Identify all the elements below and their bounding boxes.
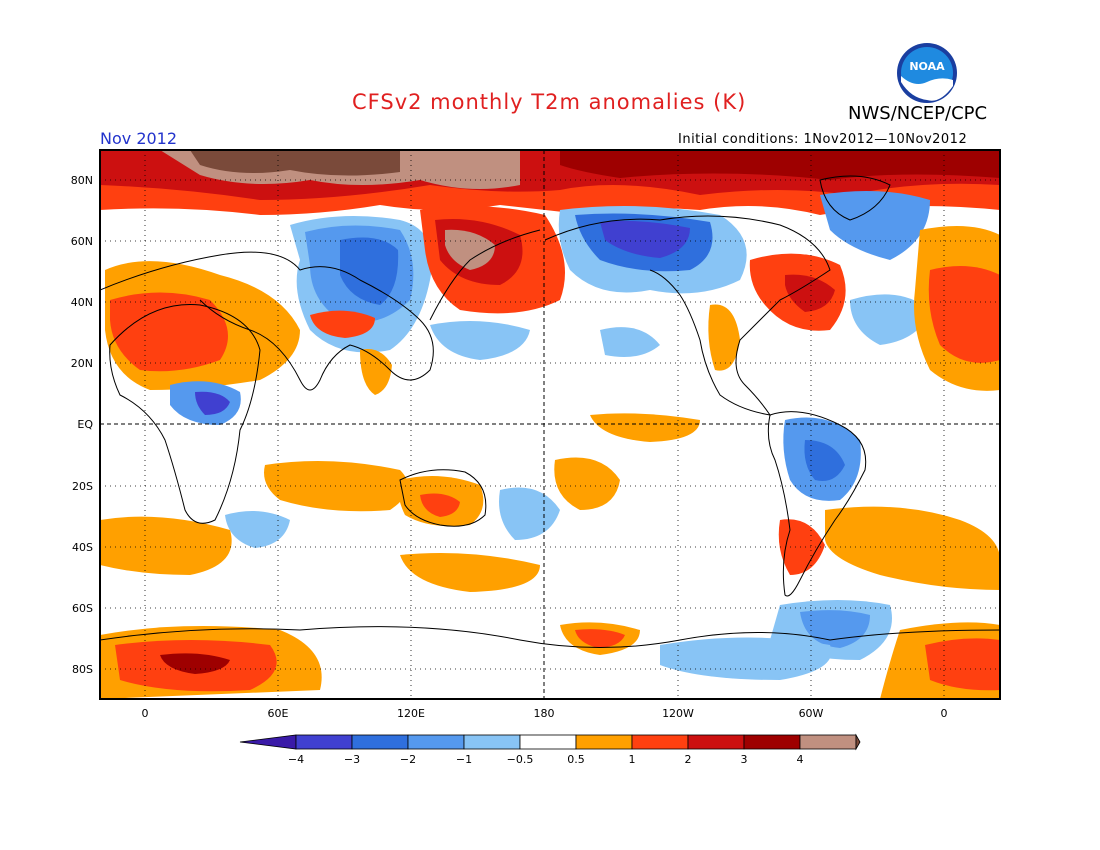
north-atlantic-cool [820, 191, 930, 260]
antarctic-warm-east-mid [925, 638, 1000, 691]
colorbar-right-arrow [855, 733, 861, 751]
colorbar-label: 3 [741, 753, 748, 766]
south-america-cool-dark [804, 440, 845, 481]
colorbar-swatch [351, 734, 409, 750]
latitude-label: 60N [71, 235, 93, 248]
east-atlantic-warm-mid [928, 266, 1000, 363]
southern-ocean-warm-west [100, 516, 232, 575]
mexico-warm [708, 304, 740, 371]
colorbar-swatch [743, 734, 801, 750]
colorbar: −4 −3 −2 −1 −0.5 0.5 1 2 3 4 [239, 733, 861, 766]
southeast-asia-warm [360, 349, 392, 395]
noaa-logo-icon: NOAA [897, 43, 957, 103]
west-pacific-cool [430, 321, 530, 360]
south-pacific-warm [554, 457, 620, 510]
africa-outline [109, 304, 261, 524]
longitude-label: 120E [397, 707, 425, 720]
colorbar-label: 4 [797, 753, 804, 766]
colorbar-label: −1 [456, 753, 472, 766]
north-atlantic-cool-2 [850, 294, 930, 345]
ross-sea-warm-mid [575, 629, 625, 648]
colorbar-label: −4 [288, 753, 304, 766]
colorbar-swatch [463, 734, 521, 750]
colorbar-swatch [407, 734, 465, 750]
north-america-outline [544, 215, 831, 416]
colorbar-swatch [575, 734, 633, 750]
east-canada-warm-dark [785, 274, 835, 312]
colorbar-swatch [687, 734, 745, 750]
coastlines [100, 175, 1000, 648]
longitude-label: 60E [268, 707, 289, 720]
latitude-label: 80S [72, 663, 93, 676]
latitude-label: 80N [71, 174, 93, 187]
south-atlantic-warm [825, 506, 1000, 590]
colorbar-swatch [295, 734, 353, 750]
colorbar-swatch [519, 734, 577, 750]
longitude-label: 0 [142, 707, 149, 720]
latitude-labels: 80N 60N 40N 20N EQ 20S 40S 60S 80S [71, 174, 94, 676]
australia-warm-mid [420, 493, 460, 517]
initial-conditions: Initial conditions: 1Nov2012—10Nov2012 [678, 132, 968, 147]
colorbar-label: −2 [400, 753, 416, 766]
australia-outline [399, 469, 487, 527]
colorbar-label: −0.5 [507, 753, 534, 766]
map-title: CFSv2 monthly T2m anomalies (K) [352, 90, 747, 114]
colorbar-swatch [799, 734, 857, 750]
colorbar-left-arrow [239, 734, 297, 750]
south-indian-cool [225, 511, 290, 548]
north-east-pacific-cool [600, 327, 660, 358]
latitude-label: 20N [71, 357, 93, 370]
alaska-cool-deep [600, 220, 690, 258]
colorbar-label: 1 [629, 753, 636, 766]
central-africa-cool-dark [195, 391, 230, 415]
map-grid [100, 150, 1000, 699]
equatorial-pacific-warm [590, 413, 700, 442]
longitude-label: 0 [941, 707, 948, 720]
argentina-warm [778, 519, 825, 575]
colorbar-label: 0.5 [567, 753, 585, 766]
colorbar-label: 2 [685, 753, 692, 766]
longitude-label: 180 [534, 707, 555, 720]
anomaly-shading [100, 150, 1000, 699]
greenland-outline [819, 175, 891, 221]
latitude-label: EQ [77, 418, 93, 431]
latitude-label: 60S [72, 602, 93, 615]
tibet-warm [310, 310, 375, 338]
map-frame [99, 149, 1001, 700]
latitude-label: 40N [71, 296, 93, 309]
arctic-dark-brown-patch [190, 150, 400, 176]
antarctic-warm-west-dark [160, 653, 230, 674]
longitude-label: 120W [662, 707, 694, 720]
greenland-warm-patch [560, 150, 1000, 180]
longitude-label: 60W [799, 707, 824, 720]
southern-ocean-warm-mid [400, 552, 540, 592]
forecast-month: Nov 2012 [100, 129, 178, 148]
colorbar-swatch [631, 734, 689, 750]
central-asia-cool-dark [340, 237, 399, 305]
eurasia-outline [100, 229, 541, 391]
logo-text: NOAA [909, 60, 945, 73]
latitude-label: 20S [72, 480, 93, 493]
agency-label: NWS/NCEP/CPC [848, 103, 988, 124]
south-pacific-cool [499, 487, 560, 540]
antarctica-outline [100, 626, 1000, 648]
antarctic-cool-east [660, 637, 832, 680]
colorbar-label: −3 [344, 753, 360, 766]
latitude-label: 40S [72, 541, 93, 554]
south-america-outline [767, 411, 867, 597]
southern-ocean-cool-east-mid [800, 610, 870, 648]
east-siberia-brown [445, 229, 495, 270]
longitude-labels: 0 60E 120E 180 120W 60W 0 [142, 707, 948, 720]
north-africa-warm-mid [110, 292, 228, 372]
